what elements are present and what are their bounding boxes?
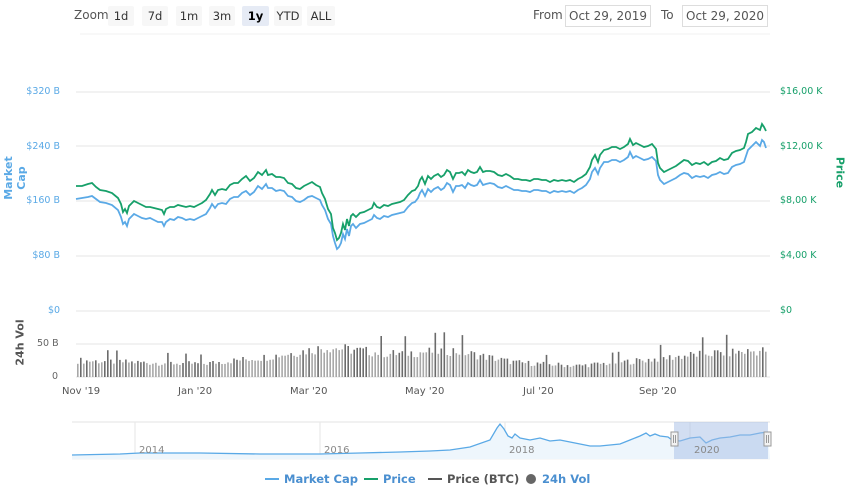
legend-price[interactable]: Price: [383, 472, 416, 486]
zoom-label: Zoom: [74, 8, 109, 22]
left-tick-160: $160 B: [26, 195, 60, 206]
navigator-year-2014: 2014: [139, 445, 165, 456]
legend-24h-vol[interactable]: 24h Vol: [542, 472, 591, 486]
vol-right-tick: $0: [780, 305, 793, 316]
navigator: [71, 421, 772, 460]
right-tick-12k: $12,00 K: [780, 141, 823, 152]
vol-left-tick-0: 0: [52, 371, 59, 382]
right-tick-16k: $16,00 K: [780, 86, 823, 97]
left-axis-title: Market Cap: [2, 156, 28, 200]
navigator-left-handle: [670, 431, 679, 447]
range-1y-button[interactable]: 1y: [242, 6, 269, 26]
from-date-input[interactable]: Oct 29, 2019: [565, 5, 651, 27]
navigator-year-2018: 2018: [509, 445, 535, 456]
navigator-selection: [674, 422, 768, 459]
right-tick-4k: $4,00 K: [780, 250, 817, 261]
range-3m-button[interactable]: 3m: [209, 6, 235, 26]
left-tick-240: $240 B: [26, 141, 60, 152]
vol-left-tick-top: $0: [48, 305, 61, 316]
navigator-year-2020: 2020: [694, 445, 720, 456]
main-gridlines: [76, 91, 770, 257]
to-date-input[interactable]: Oct 29, 2020: [682, 5, 768, 27]
x-tick-jul20: Jul '20: [523, 386, 554, 397]
range-1m-button[interactable]: 1m: [176, 6, 202, 26]
left-tick-320: $320 B: [26, 86, 60, 97]
x-tick-sep20: Sep '20: [639, 386, 677, 397]
range-ytd-button[interactable]: YTD: [274, 6, 302, 26]
range-1d-button[interactable]: 1d: [108, 6, 134, 26]
to-label: To: [661, 8, 674, 22]
x-tick-nov19: Nov '19: [62, 386, 101, 397]
market-cap-line: [75, 138, 767, 251]
legend-price-btc[interactable]: Price (BTC): [447, 472, 520, 486]
price-line: [76, 121, 767, 242]
x-tick-may20: May '20: [405, 386, 445, 397]
from-label: From: [533, 8, 563, 22]
legend-market-cap[interactable]: Market Cap: [284, 472, 358, 486]
volume-bars: [77, 332, 767, 377]
left-tick-80: $80 B: [32, 250, 60, 261]
navigator-right-handle: [763, 431, 772, 447]
x-tick-mar20: Mar '20: [290, 386, 328, 397]
vol-axis-title: 24h Vol: [13, 319, 27, 366]
x-tick-jan20: Jan '20: [178, 386, 213, 397]
navigator-year-2016: 2016: [324, 445, 350, 456]
range-7d-button[interactable]: 7d: [142, 6, 168, 26]
right-axis-title: Price: [833, 156, 847, 189]
vol-left-tick-50b: 50 B: [37, 338, 59, 349]
range-all-button[interactable]: ALL: [307, 6, 335, 26]
right-tick-8k: $8,00 K: [780, 195, 817, 206]
legend-volume-symbol: [526, 474, 536, 484]
